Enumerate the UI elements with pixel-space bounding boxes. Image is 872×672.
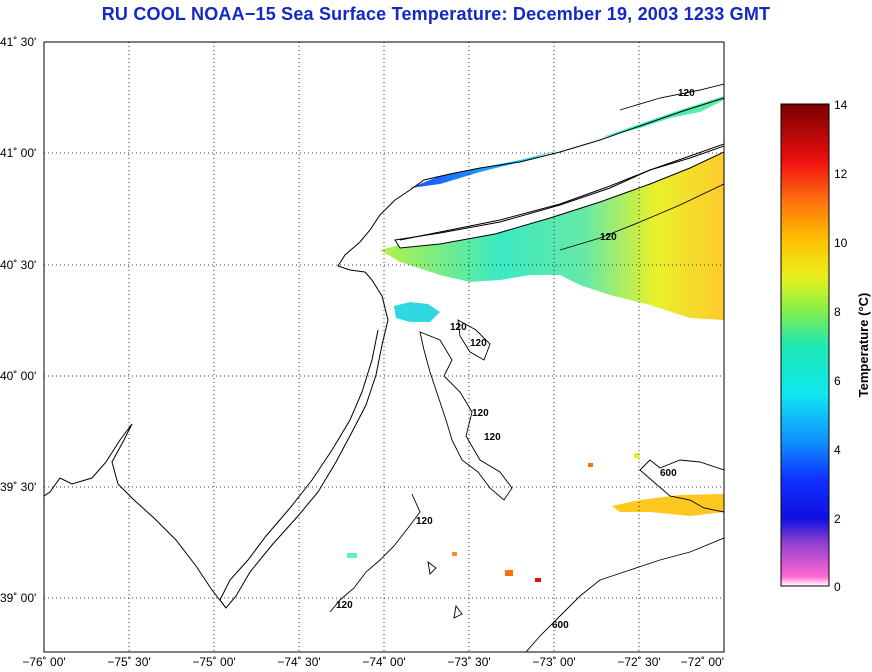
lat-label-4100: 41˚ 00' [0,146,36,160]
contour-600 [639,459,724,513]
lon-label-7400: −74˚ 00' [362,655,405,669]
contour-label: 120 [600,232,617,243]
contour-120-e [329,493,421,613]
lat-label-4030: 40˚ 30' [0,258,36,272]
sst-speck-5 [535,578,541,582]
lon-label-7500: −75˚ 00' [192,655,235,669]
plot-frame [43,41,725,653]
lon-label-7530: −75˚ 30' [107,655,150,669]
contour-label: 120 [472,408,489,419]
sst-patch-nj [394,302,440,322]
contour-label: 120 [678,88,695,99]
colorbar-tick: 6 [834,374,841,388]
map-title: RU COOL NOAA−15 Sea Surface Temperature:… [101,4,771,24]
lon-label-7600: −76˚ 00' [22,655,65,669]
coastlines [44,97,724,609]
lon-label-7300: −73˚ 00' [532,655,575,669]
sst-speck-6 [452,552,457,556]
lat-label-3900: 39˚ 00' [0,591,36,605]
contour-120-c [419,331,513,501]
coastline-li-north [399,143,724,241]
sst-speck-7 [634,453,639,458]
contour-120-b [619,83,724,111]
lon-label-7230: −72˚ 30' [617,655,660,669]
colorbar-ticks: 14 12 10 8 6 4 2 0 [834,98,848,594]
contour-small-1 [453,604,463,619]
contour-label: 120 [484,432,501,443]
lat-label-4130: 41˚ 30' [0,35,36,49]
colorbar-tick: 12 [834,167,848,181]
lat-label-3930: 39˚ 30' [0,480,36,494]
lat-label-4000: 40˚ 00' [0,369,36,383]
colorbar-title: Temperature (°C) [856,293,871,398]
contour-label: 120 [470,338,487,349]
colorbar-tick: 14 [834,98,848,112]
contour-120-a [559,183,724,251]
colorbar [780,103,830,587]
contour-label: 600 [552,620,569,631]
lon-label-7430: −74˚ 30' [277,655,320,669]
lon-label-7330: −73˚ 30' [447,655,490,669]
contour-label: 600 [660,468,677,479]
sst-speck-8 [588,463,593,467]
colorbar-tick: 0 [834,580,841,594]
contour-120-d [457,319,491,361]
sst-speck-4 [505,570,513,576]
ct-coast [410,42,724,188]
coastline-nj [219,189,411,609]
sst-patch-east [612,494,724,516]
colorbar-tick: 10 [834,236,848,250]
coastline-ct [409,97,724,191]
land [44,42,724,608]
nj-landmass [44,42,410,608]
contour-label: 120 [416,516,433,527]
contour-small-2 [427,560,437,575]
contour-600-b [525,537,724,652]
long-island [394,145,724,249]
lon-label-7200: −72˚ 00' [681,655,724,669]
colorbar-tick: 2 [834,512,841,526]
bathymetry-contours [329,83,724,652]
sst-ny-bight [380,150,724,320]
contour-label: 120 [336,600,353,611]
coastline-delaware-bay [44,423,227,609]
sst-speck-3 [347,553,357,558]
colorbar-tick: 4 [834,443,841,457]
colorbar-tick: 8 [834,305,841,319]
contour-label: 120 [450,322,467,333]
